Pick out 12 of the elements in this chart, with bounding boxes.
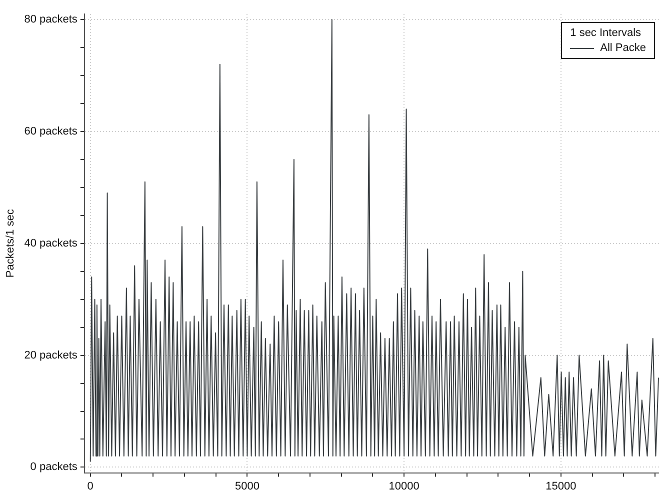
- y-axis-title: Packets/1 sec: [4, 208, 17, 278]
- x-tick-label: 10000: [388, 480, 420, 492]
- y-tick-label: 0 packets: [30, 461, 78, 474]
- y-tick-label: 20 packets: [24, 349, 78, 362]
- x-tick-label: 0: [87, 480, 94, 492]
- y-tick-label: 40 packets: [24, 237, 78, 250]
- legend-title: 1 sec Intervals: [570, 27, 642, 39]
- x-tick-label: 5000: [234, 480, 260, 492]
- x-tick-label: 15000: [546, 480, 576, 492]
- legend-label: All Packe: [600, 42, 646, 54]
- y-tick-label: 60 packets: [24, 126, 78, 138]
- y-tick-label: 80 packets: [24, 14, 78, 26]
